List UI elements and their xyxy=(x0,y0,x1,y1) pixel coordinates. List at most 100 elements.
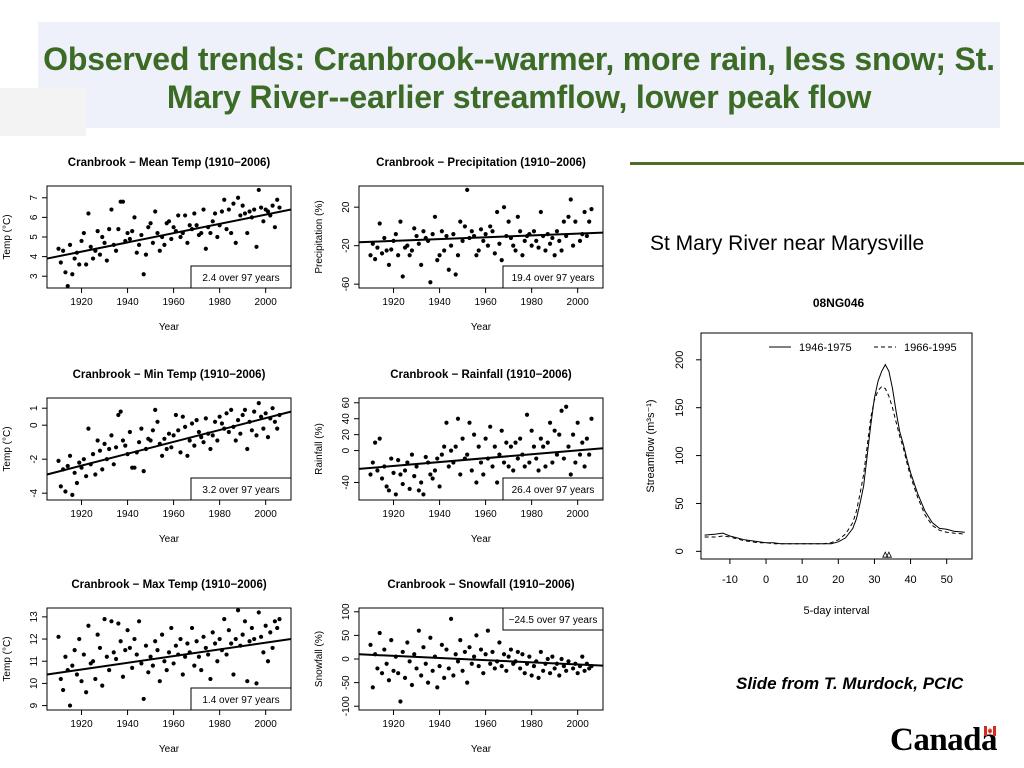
data-point xyxy=(497,640,502,645)
data-point xyxy=(67,703,73,708)
data-point xyxy=(132,465,137,470)
data-point xyxy=(157,248,162,253)
data-point xyxy=(508,647,514,652)
data-point xyxy=(536,675,541,680)
data-point xyxy=(384,484,389,489)
data-point xyxy=(263,411,268,416)
data-point xyxy=(538,209,543,215)
data-point xyxy=(483,232,488,237)
data-point xyxy=(469,661,474,666)
data-point xyxy=(183,654,188,659)
data-point xyxy=(577,452,583,457)
trend-annotation: 26.4 over 97 years xyxy=(512,485,595,496)
data-point xyxy=(547,671,553,676)
data-point xyxy=(217,414,222,419)
data-point xyxy=(499,257,504,263)
data-point xyxy=(127,429,132,435)
data-point xyxy=(462,649,467,655)
data-point xyxy=(222,616,227,622)
data-point xyxy=(511,468,516,473)
data-point xyxy=(382,647,387,652)
data-point xyxy=(506,219,511,224)
data-point xyxy=(212,211,218,216)
data-point xyxy=(476,663,481,669)
data-point xyxy=(90,452,96,457)
data-point xyxy=(492,444,497,449)
data-point xyxy=(120,674,126,679)
data-point xyxy=(118,639,123,644)
data-point xyxy=(589,206,594,212)
data-point xyxy=(550,654,555,659)
x-tick-label: 1980 xyxy=(209,719,232,730)
data-point xyxy=(448,243,454,248)
data-point xyxy=(529,673,534,678)
data-point xyxy=(407,253,412,258)
data-point xyxy=(107,667,112,673)
y-tick-label: 4 xyxy=(29,253,40,259)
y-tick-label: 20 xyxy=(341,201,352,213)
y-tick-label: 3 xyxy=(29,273,40,279)
data-point xyxy=(215,659,220,664)
data-point xyxy=(132,636,137,642)
data-point xyxy=(208,676,213,682)
data-point xyxy=(107,227,112,232)
data-point xyxy=(368,253,373,258)
data-point xyxy=(270,406,275,411)
data-point xyxy=(247,209,252,214)
trend-line xyxy=(358,231,604,244)
data-point xyxy=(263,623,268,628)
data-point xyxy=(435,257,440,263)
data-point xyxy=(235,195,241,200)
data-point xyxy=(513,248,518,253)
data-point xyxy=(444,420,449,425)
data-point xyxy=(58,676,63,682)
x-tick-label: 1960 xyxy=(162,297,185,308)
data-point xyxy=(72,648,77,653)
data-point xyxy=(109,619,114,624)
data-point xyxy=(136,440,142,445)
data-point xyxy=(235,608,241,613)
data-point xyxy=(453,272,458,277)
data-point xyxy=(430,668,435,673)
data-point xyxy=(252,207,257,212)
y-tick-label: -40 xyxy=(341,475,352,490)
data-point xyxy=(584,436,589,441)
data-point xyxy=(254,681,259,686)
data-point xyxy=(224,227,229,232)
data-point xyxy=(245,679,250,684)
x-tick-label: 20 xyxy=(832,574,844,586)
y-tick-label: 0 xyxy=(29,422,40,428)
data-point xyxy=(141,696,146,702)
data-point xyxy=(130,229,135,234)
data-point xyxy=(166,219,172,224)
data-point xyxy=(192,211,197,216)
data-point xyxy=(499,428,504,433)
data-point xyxy=(439,452,444,457)
data-point xyxy=(416,488,421,493)
chart-min-temp: Cranbrook − Min Temp (1910−2006) 1920 1940… xyxy=(2,369,292,545)
data-point xyxy=(575,420,580,425)
data-point xyxy=(419,480,424,485)
data-point xyxy=(435,456,440,461)
data-point xyxy=(448,448,454,453)
data-point xyxy=(150,663,155,668)
data-point xyxy=(481,671,486,676)
data-point xyxy=(203,645,208,651)
data-point xyxy=(389,456,394,461)
data-point xyxy=(123,443,128,448)
chart-precipitation: Cranbrook − Precipitation (1910−2006) 192… xyxy=(314,157,604,333)
data-point xyxy=(589,416,594,421)
data-point xyxy=(437,253,442,258)
data-point xyxy=(568,472,573,477)
data-point xyxy=(233,438,238,443)
data-point xyxy=(67,453,73,458)
data-point xyxy=(148,438,153,443)
trend-line xyxy=(46,208,292,260)
data-point xyxy=(104,258,109,263)
data-point xyxy=(455,253,461,258)
data-point xyxy=(212,641,218,646)
trend-line xyxy=(46,410,292,476)
data-point xyxy=(159,453,165,458)
data-point xyxy=(566,444,571,449)
data-point xyxy=(398,219,403,224)
